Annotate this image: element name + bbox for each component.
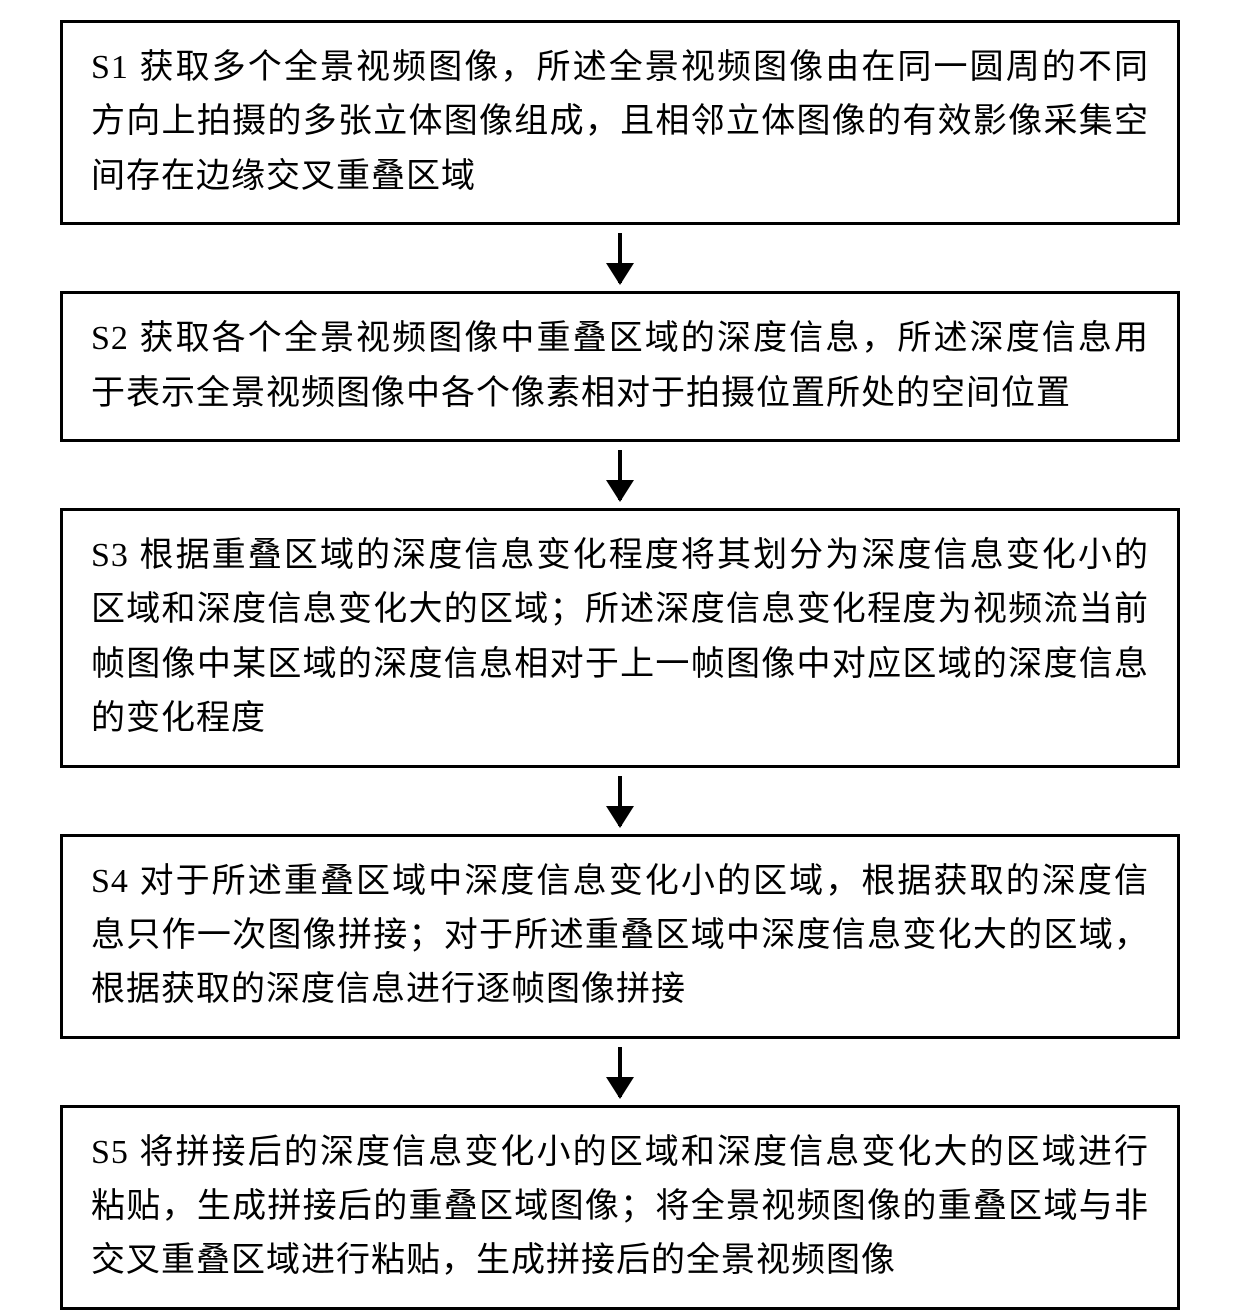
flowchart-node-s4-text: S4 对于所述重叠区域中深度信息变化小的区域，根据获取的深度信息只作一次图像拼接… [91, 855, 1149, 1018]
flowchart-node-s2-text: S2 获取各个全景视频图像中重叠区域的深度信息，所述深度信息用于表示全景视频图像… [91, 312, 1149, 421]
flowchart-arrow [618, 233, 622, 283]
flowchart-node-s2: S2 获取各个全景视频图像中重叠区域的深度信息，所述深度信息用于表示全景视频图像… [60, 291, 1180, 442]
flowchart-node-s5-text: S5 将拼接后的深度信息变化小的区域和深度信息变化大的区域进行粘贴，生成拼接后的… [91, 1126, 1149, 1289]
flowchart-node-s3: S3 根据重叠区域的深度信息变化程度将其划分为深度信息变化小的区域和深度信息变化… [60, 508, 1180, 768]
flowchart-container: S1 获取多个全景视频图像，所述全景视频图像由在同一圆周的不同方向上拍摄的多张立… [40, 20, 1200, 1310]
flowchart-arrow [618, 450, 622, 500]
flowchart-node-s1: S1 获取多个全景视频图像，所述全景视频图像由在同一圆周的不同方向上拍摄的多张立… [60, 20, 1180, 225]
flowchart-node-s3-text: S3 根据重叠区域的深度信息变化程度将其划分为深度信息变化小的区域和深度信息变化… [91, 529, 1149, 747]
flowchart-arrow [618, 1047, 622, 1097]
flowchart-node-s1-text: S1 获取多个全景视频图像，所述全景视频图像由在同一圆周的不同方向上拍摄的多张立… [91, 41, 1149, 204]
flowchart-arrow [618, 776, 622, 826]
flowchart-node-s4: S4 对于所述重叠区域中深度信息变化小的区域，根据获取的深度信息只作一次图像拼接… [60, 834, 1180, 1039]
flowchart-node-s5: S5 将拼接后的深度信息变化小的区域和深度信息变化大的区域进行粘贴，生成拼接后的… [60, 1105, 1180, 1310]
